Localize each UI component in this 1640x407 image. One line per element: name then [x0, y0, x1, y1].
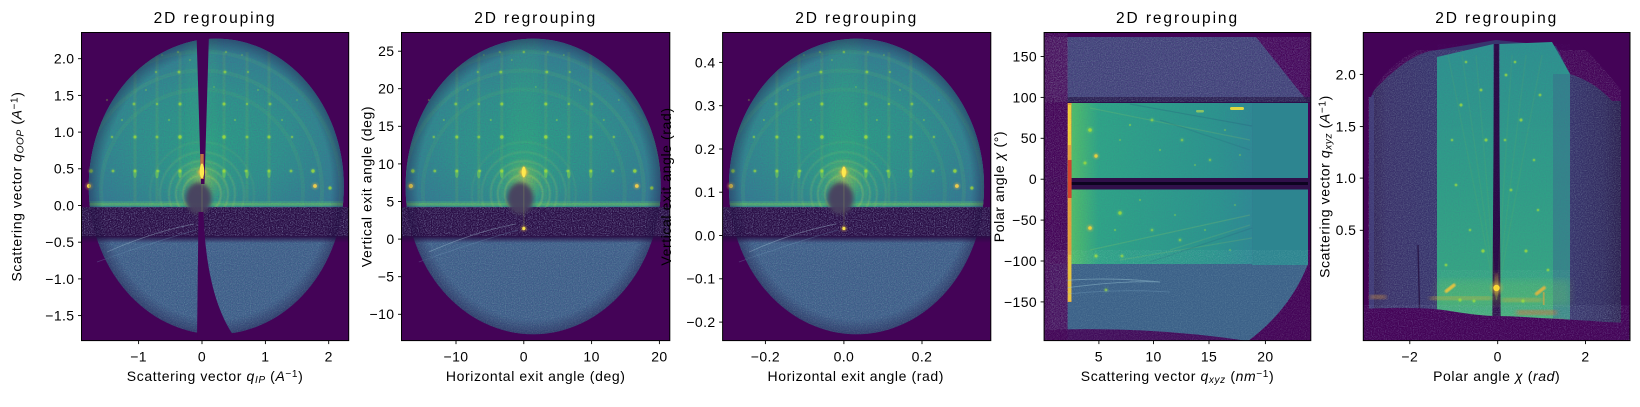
- svg-text:Scattering vector qxyz (nm−1): Scattering vector qxyz (nm−1): [1081, 368, 1275, 386]
- svg-text:15: 15: [378, 118, 394, 134]
- svg-text:20: 20: [1257, 349, 1273, 365]
- svg-text:2D regrouping: 2D regrouping: [1435, 10, 1558, 27]
- svg-text:0: 0: [1029, 171, 1037, 187]
- svg-text:−1.0: −1.0: [45, 271, 74, 287]
- svg-text:−5: −5: [378, 269, 395, 285]
- svg-text:0.3: 0.3: [695, 98, 716, 114]
- svg-text:0: 0: [520, 349, 528, 365]
- svg-text:−1: −1: [130, 349, 147, 365]
- svg-text:0.2: 0.2: [695, 141, 716, 157]
- svg-text:0.5: 0.5: [54, 161, 75, 177]
- svg-text:−100: −100: [1004, 253, 1037, 269]
- svg-text:100: 100: [1013, 89, 1038, 105]
- svg-text:25: 25: [378, 43, 394, 59]
- svg-text:0.5: 0.5: [1336, 222, 1357, 238]
- svg-text:2D regrouping: 2D regrouping: [795, 10, 918, 27]
- svg-text:Polar angle χ (°): Polar angle χ (°): [991, 131, 1007, 242]
- svg-text:0: 0: [386, 231, 394, 247]
- svg-text:−0.1: −0.1: [686, 271, 715, 287]
- svg-text:Vertical exit angle (rad): Vertical exit angle (rad): [658, 107, 674, 265]
- svg-text:0.2: 0.2: [912, 349, 933, 365]
- svg-text:Horizontal exit angle (rad): Horizontal exit angle (rad): [768, 368, 945, 384]
- svg-text:−0.5: −0.5: [45, 234, 74, 250]
- svg-text:2D regrouping: 2D regrouping: [154, 10, 277, 27]
- svg-text:0.0: 0.0: [834, 349, 855, 365]
- svg-text:15: 15: [1201, 349, 1217, 365]
- svg-text:2D regrouping: 2D regrouping: [474, 10, 597, 27]
- svg-text:Scattering vector qOOP (A−1): Scattering vector qOOP (A−1): [9, 91, 27, 281]
- svg-text:−2: −2: [1401, 349, 1418, 365]
- svg-text:1.0: 1.0: [1336, 170, 1357, 186]
- svg-text:−10: −10: [444, 349, 469, 365]
- svg-text:−1.5: −1.5: [45, 308, 74, 324]
- svg-text:2.0: 2.0: [54, 51, 75, 67]
- svg-text:0.4: 0.4: [695, 54, 716, 70]
- svg-text:2.0: 2.0: [1336, 66, 1357, 82]
- svg-text:−50: −50: [1012, 212, 1037, 228]
- svg-text:2D regrouping: 2D regrouping: [1116, 10, 1239, 27]
- svg-text:0: 0: [1494, 349, 1502, 365]
- svg-text:10: 10: [1145, 349, 1161, 365]
- svg-text:−0.2: −0.2: [686, 314, 715, 330]
- svg-text:150: 150: [1013, 48, 1038, 64]
- svg-text:Scattering vector qIP (A−1): Scattering vector qIP (A−1): [127, 368, 304, 386]
- svg-text:1.5: 1.5: [54, 87, 75, 103]
- svg-text:−0.2: −0.2: [751, 349, 780, 365]
- svg-text:Scattering vector qxyz (A−1): Scattering vector qxyz (A−1): [1317, 95, 1335, 278]
- svg-text:1.0: 1.0: [54, 124, 75, 140]
- svg-text:0.1: 0.1: [695, 184, 716, 200]
- svg-text:Horizontal exit angle (deg): Horizontal exit angle (deg): [446, 368, 626, 384]
- svg-text:5: 5: [1095, 349, 1103, 365]
- svg-text:−150: −150: [1004, 294, 1037, 310]
- svg-text:20: 20: [378, 81, 394, 97]
- svg-text:1: 1: [261, 349, 269, 365]
- svg-text:1.5: 1.5: [1336, 119, 1357, 135]
- svg-text:5: 5: [386, 193, 394, 209]
- svg-text:10: 10: [583, 349, 599, 365]
- svg-text:0.0: 0.0: [54, 197, 75, 213]
- svg-text:10: 10: [378, 156, 394, 172]
- svg-text:2: 2: [1581, 349, 1589, 365]
- svg-text:−10: −10: [370, 306, 395, 322]
- svg-text:50: 50: [1021, 130, 1037, 146]
- svg-text:20: 20: [651, 349, 667, 365]
- svg-text:2: 2: [325, 349, 333, 365]
- svg-text:0.0: 0.0: [695, 227, 716, 243]
- svg-text:Vertical exit angle (deg): Vertical exit angle (deg): [359, 106, 375, 267]
- svg-text:Polar angle χ (rad): Polar angle χ (rad): [1433, 368, 1560, 384]
- svg-text:0: 0: [198, 349, 206, 365]
